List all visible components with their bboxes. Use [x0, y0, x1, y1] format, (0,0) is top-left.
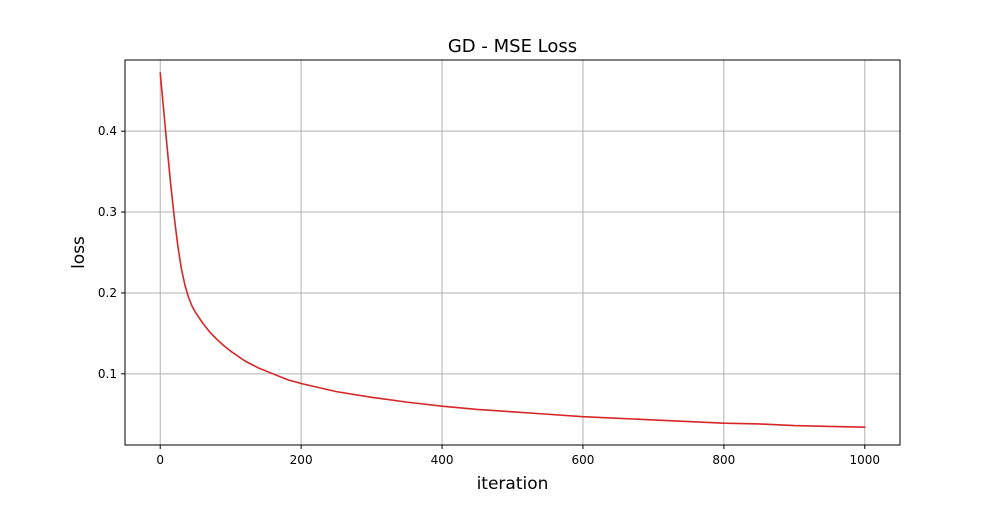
x-tick-label: 200 [290, 453, 313, 467]
x-tick-label: 800 [712, 453, 735, 467]
x-tick-label: 1000 [849, 453, 880, 467]
ticks: 0 200 400 600 800 1000 0.1 0.2 0.3 0.4 [98, 124, 880, 467]
chart-title: GD - MSE Loss [448, 36, 577, 57]
y-tick-label: 0.2 [98, 286, 117, 300]
y-tick-label: 0.4 [98, 124, 117, 138]
y-axis-label: loss [69, 236, 89, 269]
plot-frame [124, 59, 901, 446]
grid [125, 60, 900, 445]
x-axis-label: iteration [477, 474, 549, 494]
loss-series-line [159, 72, 866, 429]
x-tick-label: 0 [156, 453, 164, 467]
series [159, 72, 866, 429]
x-tick-label: 400 [431, 453, 454, 467]
x-tick-label: 600 [572, 453, 595, 467]
y-tick-label: 0.3 [98, 205, 117, 219]
y-tick-label: 0.1 [98, 367, 117, 381]
